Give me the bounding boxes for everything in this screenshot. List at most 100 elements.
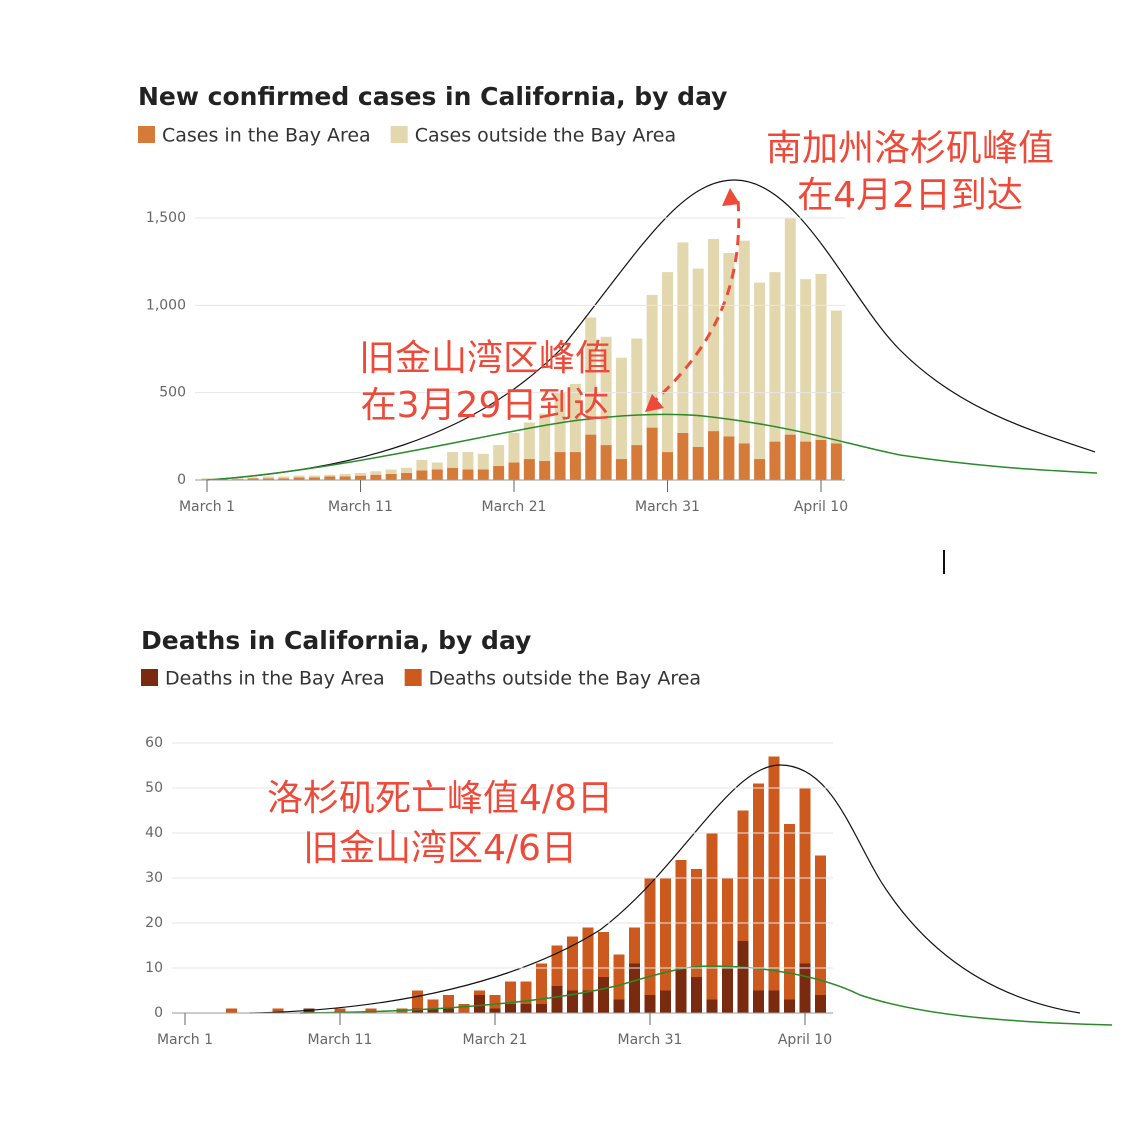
bar-segment — [520, 1004, 532, 1013]
bar-segment — [784, 218, 796, 435]
bar-segment — [629, 927, 640, 964]
legend-label: Cases in the Bay Area — [162, 125, 371, 147]
bar-segment — [554, 452, 566, 480]
x-tick-label: March 11 — [308, 1032, 373, 1048]
bar-segment — [278, 478, 290, 480]
bar-segment — [708, 238, 720, 432]
bar-segment — [815, 439, 827, 480]
bar-segment — [830, 443, 842, 480]
bar-segment — [677, 432, 689, 480]
bar-segment — [505, 981, 516, 1004]
bar-segment — [615, 459, 627, 480]
bar-segment — [505, 1004, 516, 1013]
bar-segment — [462, 469, 474, 480]
legend-swatch — [404, 669, 422, 686]
y-tick-label: 60 — [145, 735, 163, 751]
bar-segment — [247, 478, 259, 480]
bar-segment — [569, 452, 581, 480]
y-tick-label: 500 — [159, 385, 186, 401]
bar-segment — [493, 466, 505, 480]
bar-segment — [677, 242, 689, 433]
bar-segment — [598, 977, 609, 1013]
bar-segment — [355, 475, 366, 480]
bar-segment — [706, 833, 718, 1000]
annotation: 洛杉矶死亡峰值4/8日 — [267, 778, 613, 819]
bar-segment — [443, 1008, 454, 1013]
bay-curve — [206, 413, 1098, 481]
bar-segment — [675, 968, 687, 1013]
y-tick-label: 10 — [145, 960, 163, 976]
arrow-head — [722, 188, 740, 206]
bar-segment — [706, 999, 718, 1013]
bar-segment — [737, 810, 749, 941]
bar-segment — [447, 467, 459, 480]
legend-swatch — [390, 126, 408, 143]
bar-segment — [308, 475, 320, 478]
bar-segment — [567, 936, 578, 991]
bar-segment — [477, 453, 489, 470]
x-tick-label: March 21 — [482, 499, 547, 515]
bar-segment — [631, 338, 643, 446]
bar-segment — [523, 459, 535, 480]
legend-swatch — [141, 669, 158, 686]
bar-segment — [551, 945, 563, 986]
bar-segment — [536, 1004, 547, 1013]
y-tick-label: 1,500 — [146, 210, 186, 226]
bar-segment — [412, 1008, 423, 1013]
bar-segment — [784, 434, 796, 480]
bar-segment — [754, 459, 766, 480]
bar-segment — [600, 336, 612, 446]
bar-segment — [474, 995, 485, 1013]
bar-segment — [569, 383, 581, 453]
bar-segment — [830, 310, 842, 444]
annotation: 南加州洛杉矶峰值 — [766, 128, 1054, 169]
bar-segment — [662, 272, 673, 453]
bar-segment — [324, 474, 336, 477]
bar-segment — [675, 860, 687, 968]
bar-segment — [385, 469, 397, 474]
x-tick-label: March 31 — [635, 499, 700, 515]
bar-segment — [523, 422, 535, 460]
bar-segment — [738, 443, 750, 480]
plots — [201, 218, 842, 1013]
bar-segment — [462, 452, 474, 470]
bar-segment — [334, 1008, 346, 1013]
bar-segment — [582, 990, 594, 1013]
bar-segment — [401, 467, 413, 474]
bar-segment — [660, 990, 671, 1013]
bar-segment — [401, 473, 413, 480]
bay-death-curve — [299, 965, 1113, 1026]
bar-segment — [508, 432, 520, 463]
y-tick-label: 30 — [145, 870, 163, 886]
bar-segment — [489, 995, 501, 1009]
bar-segment — [800, 279, 812, 442]
legend-label: Deaths in the Bay Area — [165, 668, 385, 690]
bar-segment — [293, 477, 305, 480]
bar-segment — [226, 1008, 237, 1013]
bar-segment — [784, 999, 795, 1013]
bar-segment — [416, 459, 428, 471]
bar-segment — [458, 1004, 470, 1013]
bar-segment — [585, 317, 597, 435]
socal-curve — [206, 179, 1096, 481]
chart-title: New confirmed cases in California, by da… — [138, 82, 727, 111]
annotation: 旧金山湾区峰值 — [359, 338, 611, 379]
x-tick-label: March 21 — [463, 1032, 528, 1048]
bar-segment — [477, 469, 489, 480]
bar-segment — [431, 469, 443, 480]
y-tick-label: 20 — [145, 915, 163, 931]
bar-segment — [536, 963, 547, 1004]
y-tick-label: 0 — [177, 472, 186, 488]
bar-segment — [800, 441, 812, 480]
bar-segment — [723, 436, 735, 480]
legend-label: Deaths outside the Bay Area — [429, 668, 701, 690]
y-tick-label: 0 — [154, 1005, 163, 1021]
bar-segment — [582, 927, 594, 991]
bar-segment — [262, 476, 274, 479]
bar-segment — [293, 475, 305, 478]
legend-swatch — [138, 126, 155, 143]
y-tick-label: 1,000 — [146, 297, 186, 313]
x-tick-label: April 10 — [778, 1032, 832, 1048]
bar-segment — [799, 788, 811, 964]
